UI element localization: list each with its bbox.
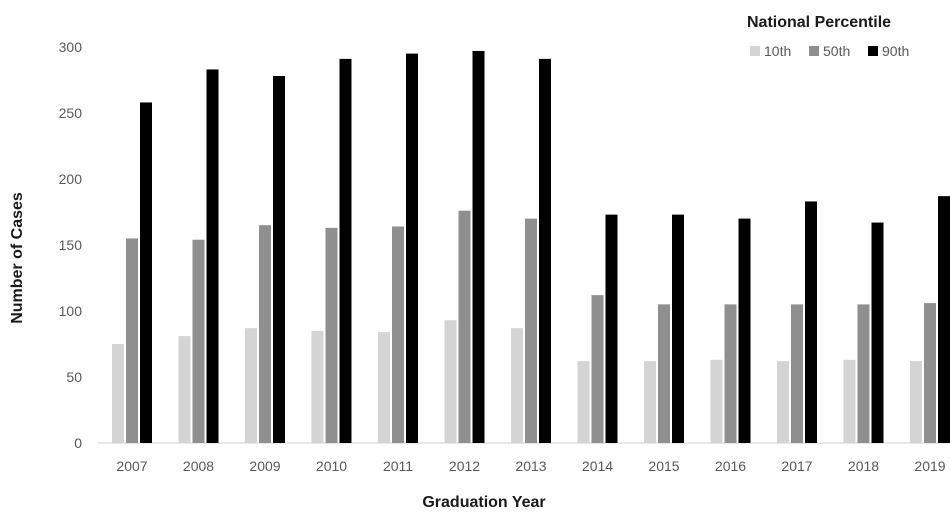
bar-2008-50th <box>192 239 205 443</box>
bar-2016-10th <box>710 359 723 443</box>
y-tick-label: 0 <box>74 435 82 451</box>
bar-2015-10th <box>644 361 656 443</box>
bar-2011-90th <box>406 53 418 443</box>
x-tick-label: 2011 <box>383 458 413 474</box>
bar-2018-10th <box>843 359 856 443</box>
bar-2007-10th <box>112 344 124 443</box>
x-axis-ticks: 2007 2008 2009 2010 2011 2012 2013 2014 2015 2016… <box>116 458 945 474</box>
bar-2014-10th <box>577 361 590 443</box>
bar-2017-10th <box>777 361 789 443</box>
bar-2012-10th <box>444 320 457 443</box>
x-tick-label: 2014 <box>582 458 613 474</box>
y-tick-label: 300 <box>59 39 83 55</box>
bar-2009-10th <box>245 328 257 443</box>
bar-2019-90th <box>938 196 950 443</box>
y-tick-label: 200 <box>59 171 83 187</box>
legend-title: National Percentile <box>747 14 891 31</box>
bar-2018-50th <box>857 304 870 443</box>
bar-2010-10th <box>311 330 324 443</box>
bar-2015-50th <box>658 304 670 443</box>
bar-2019-50th <box>924 303 936 443</box>
x-tick-label: 2008 <box>183 458 214 474</box>
y-axis-title: Number of Cases <box>9 192 26 324</box>
y-tick-label: 50 <box>66 369 82 385</box>
y-tick-label: 250 <box>59 105 83 121</box>
bar-2016-90th <box>738 218 751 443</box>
legend-swatch-90th <box>868 46 878 56</box>
bar-2014-50th <box>591 295 604 443</box>
bar-2014-90th <box>605 214 618 443</box>
bar-2010-50th <box>325 227 338 443</box>
x-tick-label: 2016 <box>715 458 746 474</box>
x-tick-label: 2015 <box>648 458 679 474</box>
y-tick-label: 100 <box>59 303 83 319</box>
bar-2017-50th <box>791 304 803 443</box>
bar-2011-50th <box>392 226 404 443</box>
x-tick-label: 2017 <box>781 458 812 474</box>
x-tick-label: 2013 <box>515 458 546 474</box>
bar-2015-90th <box>672 214 684 443</box>
x-tick-label: 2018 <box>848 458 879 474</box>
legend-swatch-10th <box>750 46 760 56</box>
x-tick-label: 2007 <box>116 458 147 474</box>
legend-swatch-50th <box>809 46 819 56</box>
bar-2013-90th <box>539 58 551 443</box>
x-tick-label: 2019 <box>914 458 945 474</box>
bar-2010-90th <box>339 58 352 443</box>
bar-2011-10th <box>378 332 390 443</box>
bar-2017-90th <box>805 201 817 443</box>
bar-2007-50th <box>126 238 138 443</box>
bar-2016-50th <box>724 304 737 443</box>
legend-label-10th: 10th <box>764 43 791 59</box>
bar-2019-10th <box>910 361 922 443</box>
bar-2013-10th <box>511 328 523 443</box>
bar-2009-90th <box>273 76 285 443</box>
y-tick-label: 150 <box>59 237 83 253</box>
bar-2007-90th <box>140 102 152 443</box>
legend-label-90th: 90th <box>882 43 909 59</box>
bar-2009-50th <box>259 225 271 443</box>
bar-2008-10th <box>178 336 191 443</box>
x-tick-label: 2009 <box>249 458 280 474</box>
x-tick-label: 2012 <box>449 458 480 474</box>
legend-label-50th: 50th <box>823 43 850 59</box>
bar-2013-50th <box>525 218 537 443</box>
bar-2018-90th <box>871 222 884 443</box>
y-axis-ticks: 0 50 100 150 200 250 300 <box>59 39 83 451</box>
legend: National Percentile 10th 50th 90th <box>747 14 909 59</box>
legend-items: 10th 50th 90th <box>750 43 909 59</box>
bar-2012-90th <box>472 50 485 444</box>
bars <box>112 50 950 444</box>
bar-2012-50th <box>458 210 471 443</box>
bar-2008-90th <box>206 69 219 443</box>
x-axis-title: Graduation Year <box>422 494 545 511</box>
x-tick-label: 2010 <box>316 458 347 474</box>
